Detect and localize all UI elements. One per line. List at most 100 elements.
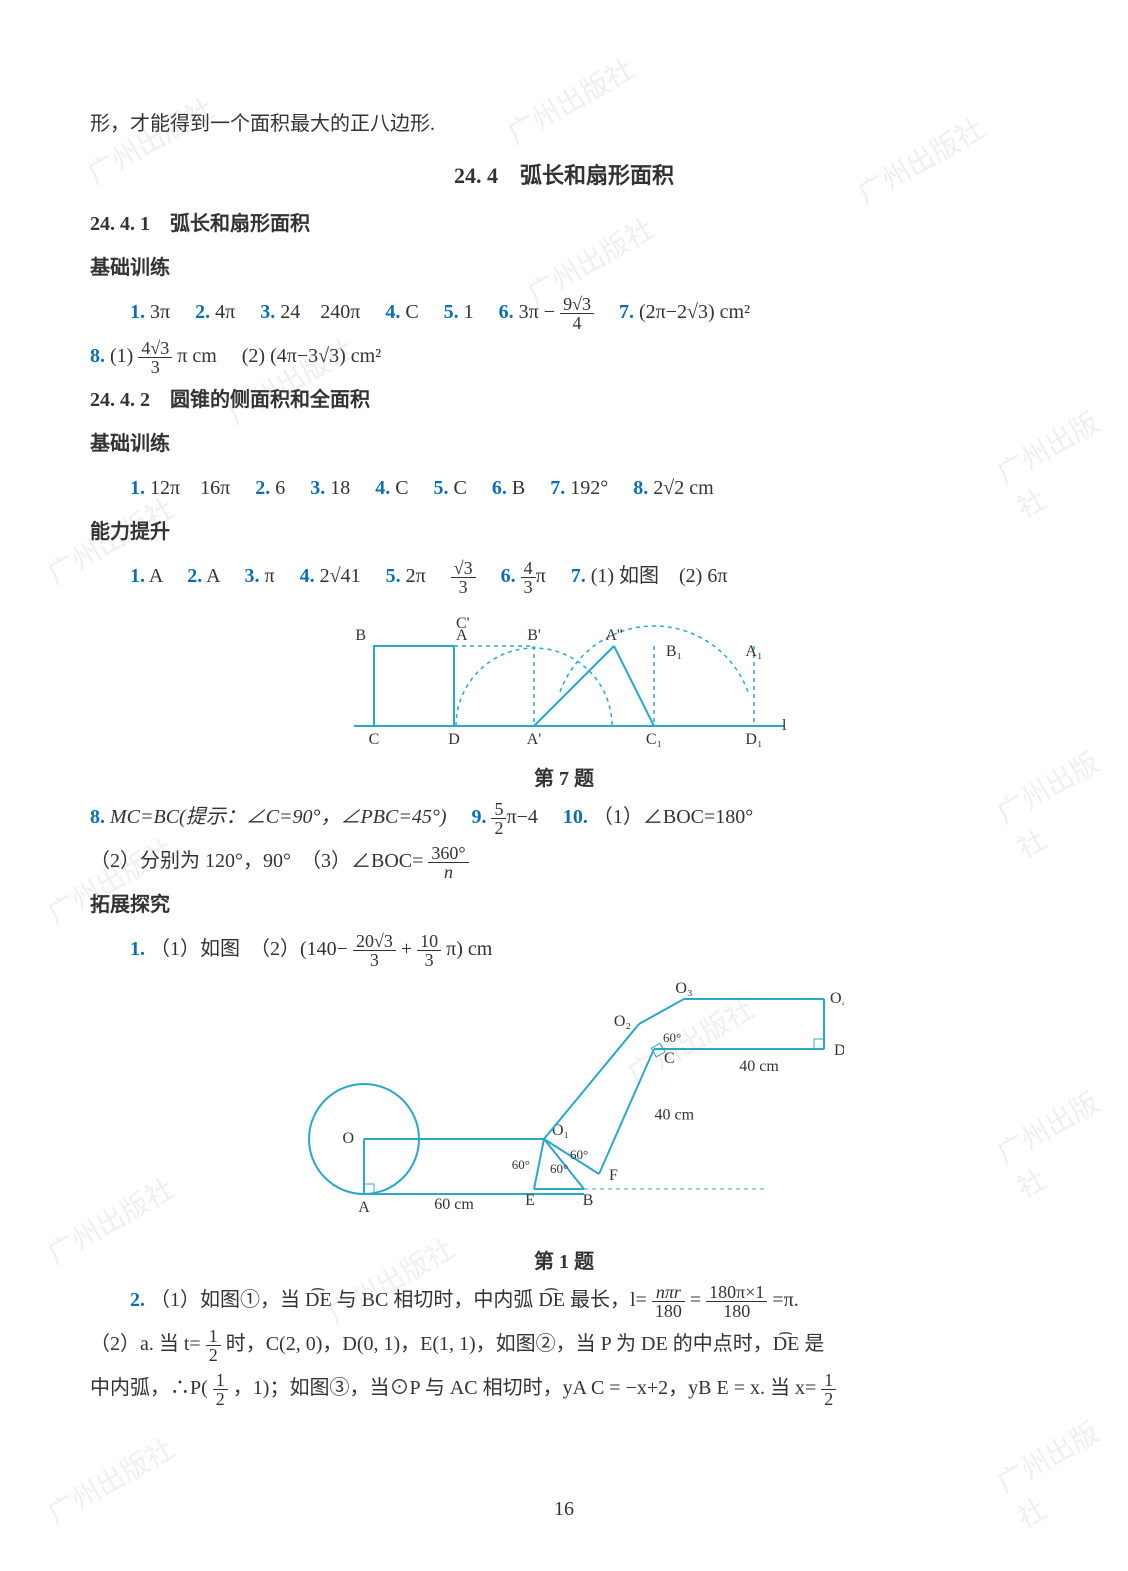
qnum: 1. bbox=[130, 301, 145, 323]
fraction: 180π×1 180 bbox=[706, 1283, 767, 1320]
svg-text:A'': A'' bbox=[605, 627, 622, 644]
qnum: 7. bbox=[571, 565, 586, 587]
svg-text:O₁: O₁ bbox=[552, 1122, 569, 1139]
answer-text: （2）分别为 120°，90° （3）∠BOC= bbox=[90, 850, 423, 872]
svg-text:60 cm: 60 cm bbox=[434, 1196, 474, 1213]
figure-7: BAC'B'A''B₁A₁CDA'C₁D₁l 第 7 题 bbox=[90, 606, 1038, 791]
answer-text: = bbox=[690, 1289, 701, 1311]
svg-text:40 cm: 40 cm bbox=[655, 1107, 695, 1124]
basic-training-label-1: 基础训练 bbox=[90, 248, 1038, 288]
s1-row-1: 1. 3π 2. 4π 3. 24 240π 4. C 5. 1 6. 3π −… bbox=[90, 292, 1038, 332]
svg-text:A': A' bbox=[527, 731, 542, 748]
qnum: 2. bbox=[255, 477, 270, 499]
answer-text: A bbox=[206, 565, 219, 587]
svg-text:B': B' bbox=[527, 627, 541, 644]
subsection-24-4-2-title: 24. 4. 2 圆锥的侧面积和全面积 bbox=[90, 380, 1038, 420]
qnum: 1. bbox=[130, 565, 145, 587]
figure-1-caption: 第 1 题 bbox=[90, 1245, 1038, 1274]
svg-text:C₁: C₁ bbox=[646, 731, 662, 748]
answer-text: 192° bbox=[570, 477, 608, 499]
answer-text: 3π − bbox=[519, 301, 555, 323]
answer-text: + bbox=[401, 938, 417, 960]
qnum: 5. bbox=[444, 301, 459, 323]
fraction: 20√3 3 bbox=[353, 932, 396, 969]
fraction: 1 2 bbox=[206, 1327, 221, 1364]
top-continuation-line: 形，才能得到一个面积最大的正八边形. bbox=[90, 104, 1038, 144]
expand-row-2c: 中内弧，∴P( 1 2 ，1)；如图③，当⊙P 与 AC 相切时，yA C = … bbox=[90, 1368, 1038, 1408]
answer-text: π) cm bbox=[446, 938, 492, 960]
qnum: 8. bbox=[633, 477, 648, 499]
qnum: 4. bbox=[385, 301, 400, 323]
svg-text:F: F bbox=[609, 1167, 618, 1184]
svg-text:C: C bbox=[664, 1050, 675, 1067]
qnum: 5. bbox=[434, 477, 449, 499]
answer-text: (2π−2√3) cm² bbox=[639, 301, 750, 323]
svg-text:E: E bbox=[525, 1192, 535, 1209]
svg-text:40 cm: 40 cm bbox=[739, 1058, 779, 1075]
fraction: 5 2 bbox=[491, 800, 506, 837]
answer-text: 24 240π bbox=[280, 301, 360, 323]
qnum: 2. bbox=[195, 301, 210, 323]
page-root: 广州出版社广州出版社广州出版社广州出版社广州出版社广州出版社广州出版社广州出版社… bbox=[0, 0, 1128, 1571]
svg-text:l: l bbox=[782, 717, 787, 734]
qnum: 6. bbox=[492, 477, 507, 499]
fraction: nπr 180 bbox=[652, 1283, 685, 1320]
fraction: 1 2 bbox=[821, 1371, 836, 1408]
qnum: 6. bbox=[501, 565, 516, 587]
answer-text: （1）如图 （2）(140− bbox=[150, 938, 348, 960]
svg-text:O₄: O₄ bbox=[830, 990, 844, 1007]
qnum: 3. bbox=[245, 565, 260, 587]
fraction: 9√3 4 bbox=[560, 295, 594, 332]
qnum: 1. bbox=[130, 938, 145, 960]
qnum: 4. bbox=[375, 477, 390, 499]
expand-row-2a: 2. （1）如图①，当 D͡E 与 BC 相切时，中内弧 D͡E 最长，l= n… bbox=[90, 1280, 1038, 1320]
answer-text: （1）∠BOC=180° bbox=[593, 806, 753, 828]
qnum: 9. bbox=[471, 806, 486, 828]
expand-explore-label: 拓展探究 bbox=[90, 885, 1038, 925]
figure-1-svg: OA60 cmO₁EBF60°60°60°40 cmCO₂60°O₃O₄D40 … bbox=[284, 979, 844, 1239]
qnum: 2. bbox=[130, 1289, 145, 1311]
fraction: 10 3 bbox=[417, 932, 441, 969]
answer-text: π bbox=[265, 565, 275, 587]
fraction: 4√3 3 bbox=[138, 339, 172, 376]
svg-text:O: O bbox=[342, 1130, 354, 1147]
answer-text: 4π bbox=[215, 301, 235, 323]
answer-text: 12π 16π bbox=[150, 477, 230, 499]
qnum: 5. bbox=[386, 565, 401, 587]
svg-text:60°: 60° bbox=[663, 1030, 681, 1045]
svg-text:B: B bbox=[355, 627, 366, 644]
qnum: 2. bbox=[187, 565, 202, 587]
fraction: √3 3 bbox=[451, 559, 476, 596]
fraction: 1 2 bbox=[213, 1371, 228, 1408]
answer-text: (1) 如图 (2) 6π bbox=[591, 565, 728, 587]
page-number: 16 bbox=[0, 1498, 1128, 1521]
answer-text: π bbox=[536, 565, 546, 587]
answer-text: B bbox=[512, 477, 525, 499]
svg-text:C': C' bbox=[456, 615, 470, 632]
svg-text:B₁: B₁ bbox=[666, 643, 682, 660]
answer-text: 2π bbox=[406, 565, 426, 587]
svg-text:60°: 60° bbox=[512, 1157, 530, 1172]
svg-text:A: A bbox=[358, 1199, 370, 1216]
answer-text: （1）如图①，当 D͡E 与 BC 相切时，中内弧 D͡E 最长，l= bbox=[150, 1289, 647, 1311]
s2-row-1: 1. 12π 16π 2. 6 3. 18 4. C 5. C 6. B 7. … bbox=[90, 468, 1038, 508]
fraction: 360° n bbox=[428, 844, 468, 881]
answer-text: (2) (4π−3√3) cm² bbox=[242, 345, 381, 367]
answer-text: π cm bbox=[177, 345, 217, 367]
answer-text: ，1)；如图③，当⊙P 与 AC 相切时，yA C = −x+2，yB E = … bbox=[233, 1377, 816, 1399]
answer-text: 18 bbox=[330, 477, 350, 499]
qnum: 10. bbox=[563, 806, 588, 828]
svg-text:B: B bbox=[583, 1192, 594, 1209]
figure-7-svg: BAC'B'A''B₁A₁CDA'C₁D₁l bbox=[334, 606, 794, 756]
s1-row-2: 8. (1) 4√3 3 π cm (2) (4π−3√3) cm² bbox=[90, 336, 1038, 376]
svg-text:60°: 60° bbox=[570, 1147, 588, 1162]
answer-text: C bbox=[405, 301, 418, 323]
answer-text: 2√41 bbox=[320, 565, 361, 587]
svg-text:D: D bbox=[448, 731, 460, 748]
subsection-24-4-1-title: 24. 4. 1 弧长和扇形面积 bbox=[90, 204, 1038, 244]
answer-text: 中内弧，∴P( bbox=[90, 1377, 208, 1399]
answer-text: C bbox=[395, 477, 408, 499]
qnum: 3. bbox=[260, 301, 275, 323]
svg-text:O₃: O₃ bbox=[675, 980, 692, 997]
answer-text: 2√2 cm bbox=[653, 477, 713, 499]
